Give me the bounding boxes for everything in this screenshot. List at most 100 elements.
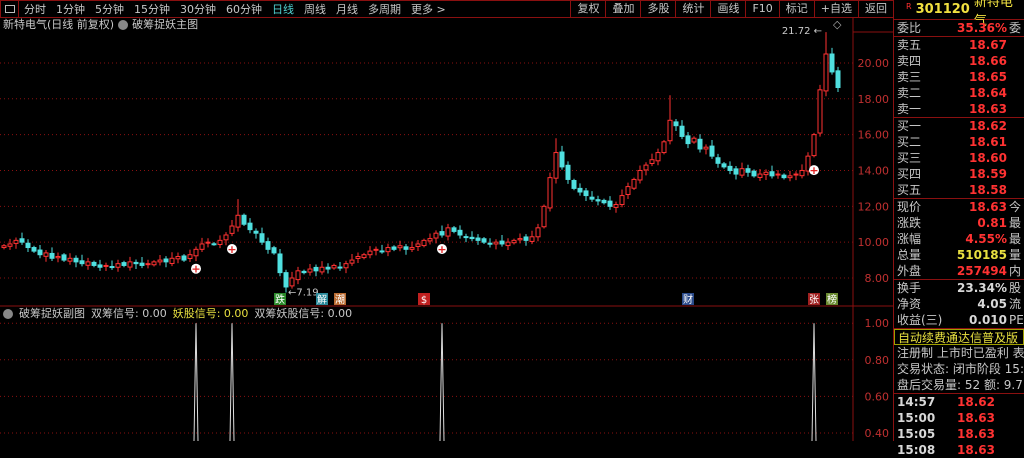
event-badge-label: 解 <box>317 293 327 306</box>
candle-body <box>427 238 433 242</box>
value: 18.58 <box>969 183 1007 197</box>
info-section: 注册制 上市时已盈利 表交易状态: 闭市阶段 15: 盘后交易量: 52 额: 9… <box>894 345 1024 394</box>
tick-price: 18.63 <box>957 411 995 425</box>
event-badge[interactable] <box>316 293 328 305</box>
label: 买一 <box>897 119 922 133</box>
sub-indicator-dropdown-icon[interactable] <box>3 309 13 319</box>
label: 买三 <box>897 151 922 165</box>
tool-button[interactable]: 多股 <box>640 1 675 17</box>
candle-body <box>799 169 805 177</box>
candle-body <box>331 264 337 269</box>
kline-chart[interactable]: ◇ 20.00 18.00 16.00 14.00 12.00 10.00 8.00 1.00 0… <box>0 0 893 441</box>
diamond-icon[interactable]: ◇ <box>833 18 842 31</box>
period-tab[interactable]: 更多 > <box>411 3 446 16</box>
candle-body <box>577 187 583 193</box>
period-tab[interactable]: 月线 <box>336 3 358 16</box>
value: 18.66 <box>969 54 1007 68</box>
y-tick-label: 18.00 <box>858 93 890 106</box>
candle-body <box>79 260 85 265</box>
buy-signal-icon <box>809 165 819 176</box>
tool-button[interactable]: 叠加 <box>605 1 640 17</box>
quote-row: 外盘 257494 内 <box>894 263 1024 279</box>
event-badge[interactable] <box>826 293 838 305</box>
period-tab[interactable]: 1分钟 <box>56 3 85 16</box>
panel-header: R 301120 新特电气 <box>894 0 1024 29</box>
tick-price: 18.63 <box>957 443 995 457</box>
extra: 股 <box>1009 281 1022 295</box>
candle-body <box>163 258 169 263</box>
event-badge[interactable] <box>274 293 286 305</box>
indicator-dropdown-icon[interactable] <box>118 20 129 30</box>
event-badge[interactable] <box>334 293 346 305</box>
period-tab[interactable]: 60分钟 <box>226 3 262 16</box>
candle-body <box>607 200 613 207</box>
label: 涨跌 <box>897 216 922 230</box>
notice-banner[interactable]: 自动续费通达信普及版 <box>894 329 1024 345</box>
candle-body <box>355 255 361 259</box>
period-tab[interactable]: 分时 <box>24 3 46 16</box>
candle-body <box>25 242 31 249</box>
sub-indicator-name[interactable]: 破筹捉妖副图 <box>19 307 85 320</box>
period-tab[interactable]: 5分钟 <box>95 3 124 16</box>
period-tabs: 分时 1分钟 5分钟 15分钟 30分钟 60分钟 日线 周线 月线 多周期 更多 > <box>19 1 451 17</box>
tool-button[interactable]: +自选 <box>813 1 858 17</box>
candle-body <box>583 190 589 197</box>
layout-toggle-icon[interactable] <box>1 1 19 17</box>
value: 257494 <box>956 264 1007 278</box>
candle-body <box>229 225 235 234</box>
period-tab[interactable]: 15分钟 <box>134 3 170 16</box>
tool-button[interactable]: F10 <box>745 1 778 17</box>
tool-button[interactable]: 统计 <box>675 1 710 17</box>
stock-code: 301120 <box>915 2 970 17</box>
quote-row: 买三 18.60 <box>894 150 1024 166</box>
quote-row: 卖二 18.64 <box>894 85 1024 101</box>
candle-body <box>697 138 703 150</box>
candle-body <box>211 243 217 246</box>
tool-button[interactable]: 画线 <box>710 1 745 17</box>
candle-body <box>475 237 481 241</box>
extra: 最 <box>1009 216 1022 230</box>
candle-body <box>553 152 559 179</box>
event-badge[interactable] <box>418 293 430 305</box>
tool-button[interactable]: 返回 <box>858 1 893 17</box>
event-badge-label: 财 <box>683 293 693 306</box>
period-tab[interactable]: 多周期 <box>368 3 401 16</box>
y-tick-label: 8.00 <box>865 272 890 285</box>
tool-button[interactable]: 标记 <box>778 1 814 17</box>
candle-body <box>619 195 625 206</box>
candle-body <box>97 264 103 268</box>
candle-body <box>343 263 349 269</box>
candle-body <box>745 168 751 173</box>
main-indicator-name[interactable]: 破筹捉妖主图 <box>132 18 199 31</box>
quote-row: 买一 18.62 <box>894 118 1024 134</box>
candle-body <box>1 245 7 249</box>
ask-section: 卖五 18.67 卖四 18.66 卖三 18.65 卖二 18.64 卖一 18.63 <box>894 37 1024 118</box>
candle-body <box>241 214 247 225</box>
period-tab[interactable]: 30分钟 <box>180 3 216 16</box>
candle-body <box>157 259 163 263</box>
tool-button[interactable]: 复权 <box>570 1 605 17</box>
candle-body <box>661 141 667 154</box>
r-badge-icon: R <box>906 2 912 11</box>
candle-body <box>403 246 409 250</box>
candle-body <box>265 241 271 250</box>
tick-list[interactable]: 14:57 18.62 15:00 18.63 15:05 18.63 15:08 18.63 <box>894 394 1024 458</box>
label: 净资 <box>897 297 922 311</box>
candle-body <box>199 243 205 250</box>
quote-row: 净资 4.05 流 <box>894 296 1024 312</box>
tick-row: 15:05 18.63 <box>894 426 1024 442</box>
signal-spike <box>811 323 817 441</box>
signal-spike <box>229 323 235 441</box>
period-tab[interactable]: 日线 <box>272 3 294 16</box>
candle-body <box>649 159 655 164</box>
candle-body <box>631 178 637 189</box>
event-badge[interactable] <box>808 293 820 305</box>
candle-body <box>757 173 763 178</box>
event-badge[interactable] <box>682 293 694 305</box>
candle-body <box>673 121 679 127</box>
period-tab[interactable]: 周线 <box>304 3 326 16</box>
y-tick-label: 10.00 <box>858 236 890 249</box>
label: 现价 <box>897 200 922 214</box>
tick-time: 15:08 <box>897 443 936 457</box>
buy-signal-icon <box>191 263 201 274</box>
